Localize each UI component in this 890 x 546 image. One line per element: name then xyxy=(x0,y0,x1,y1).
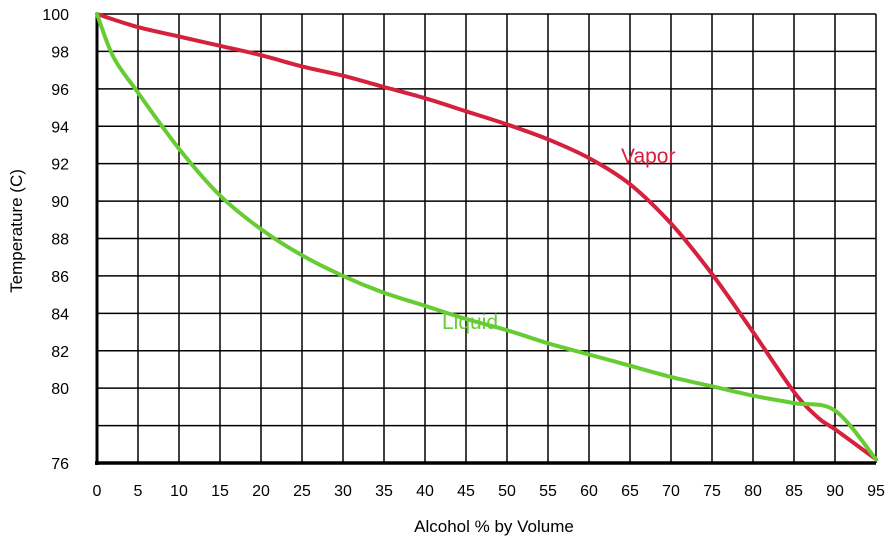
x-tick-label: 10 xyxy=(170,483,188,500)
x-tick-label: 0 xyxy=(93,483,102,500)
x-tick-label: 75 xyxy=(703,483,721,500)
y-tick-label: 80 xyxy=(51,381,69,398)
x-tick-label: 15 xyxy=(211,483,229,500)
x-tick-label: 5 xyxy=(134,483,143,500)
y-tick-label: 94 xyxy=(51,119,69,136)
y-tick-label: 88 xyxy=(51,232,69,249)
y-tick-label: 76 xyxy=(51,456,69,473)
x-tick-label: 70 xyxy=(662,483,680,500)
x-tick-label: 50 xyxy=(498,483,516,500)
y-tick-label: 92 xyxy=(51,157,69,174)
series-label-vapor: Vapor xyxy=(621,145,675,168)
x-tick-label: 30 xyxy=(334,483,352,500)
y-tick-label: 100 xyxy=(42,7,69,24)
series-label-liquid: Liquid xyxy=(442,311,498,334)
x-axis-title: Alcohol % by Volume xyxy=(414,517,574,536)
y-tick-label: 96 xyxy=(51,82,69,99)
x-tick-label: 55 xyxy=(539,483,557,500)
x-tick-label: 40 xyxy=(416,483,434,500)
x-tick-label: 45 xyxy=(457,483,475,500)
y-tick-label: 84 xyxy=(51,306,69,323)
series-line-liquid xyxy=(95,12,878,462)
x-tick-label: 35 xyxy=(375,483,393,500)
x-tick-label: 65 xyxy=(621,483,639,500)
x-tick-label: 90 xyxy=(826,483,844,500)
x-tick-label: 60 xyxy=(580,483,598,500)
x-tick-label: 25 xyxy=(293,483,311,500)
y-tick-label: 86 xyxy=(51,269,69,286)
x-tick-label: 95 xyxy=(867,483,885,500)
y-tick-label: 98 xyxy=(51,44,69,61)
x-tick-label: 20 xyxy=(252,483,270,500)
y-tick-label: 82 xyxy=(51,344,69,361)
y-tick-label: 90 xyxy=(51,194,69,211)
x-tick-label: 85 xyxy=(785,483,803,500)
y-axis-title: Temperature (C) xyxy=(7,169,26,293)
series-line-vapor xyxy=(95,12,878,462)
x-tick-label: 80 xyxy=(744,483,762,500)
